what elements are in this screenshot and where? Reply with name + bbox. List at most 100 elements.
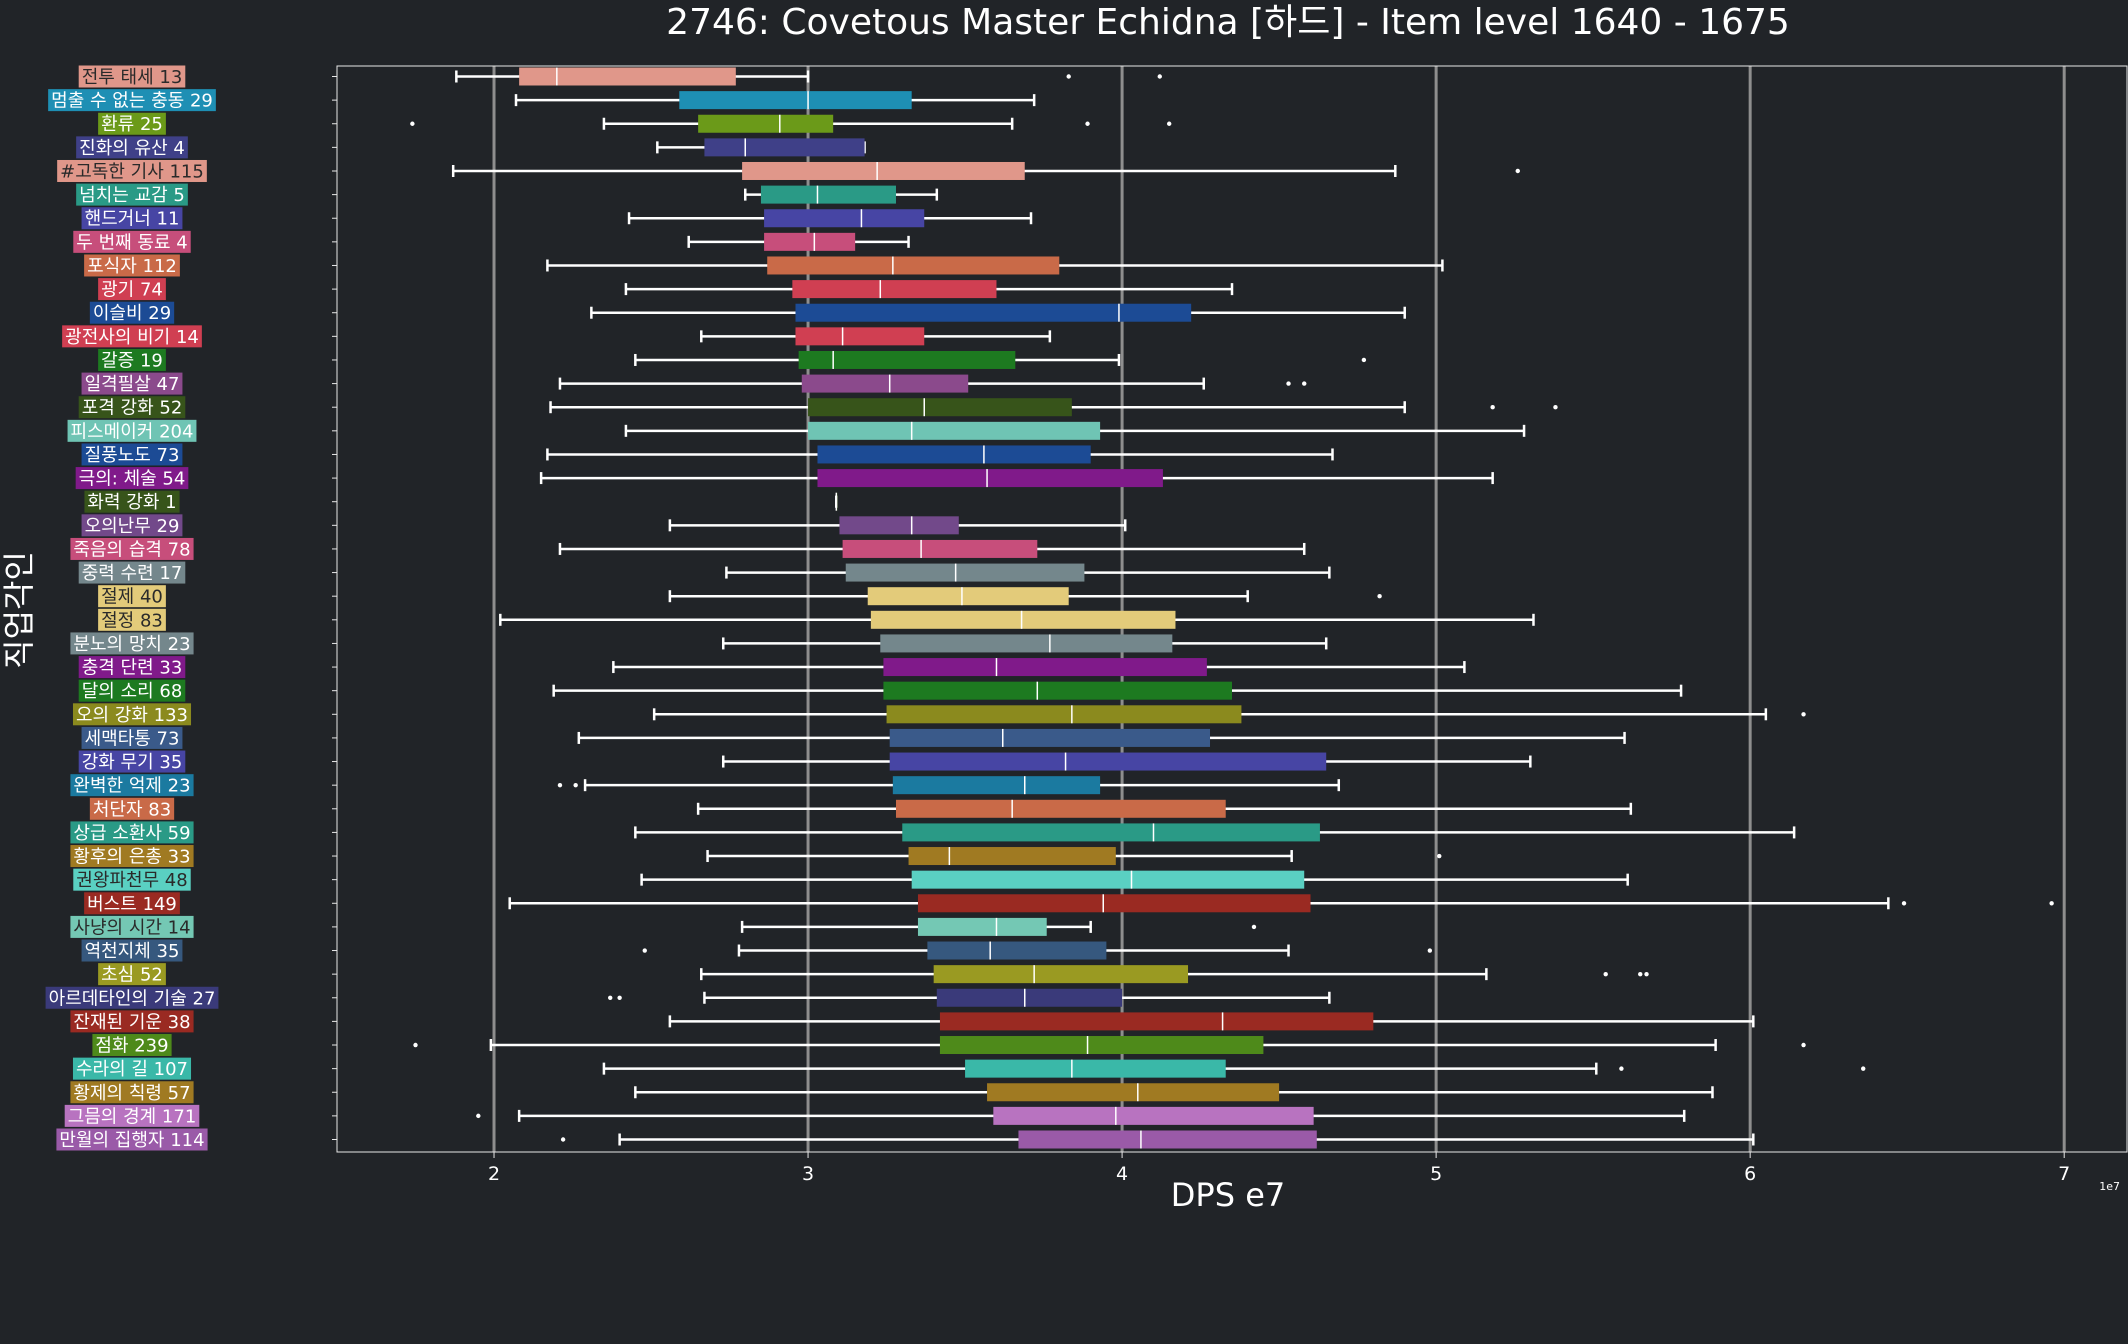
outlier-point [1085, 121, 1090, 126]
box-series [552, 681, 1683, 700]
box-series [608, 988, 1331, 1007]
iqr-box [845, 563, 1085, 582]
category-label: 강화 무기 35 [78, 750, 186, 773]
category-label: 오의난무 29 [81, 514, 183, 537]
iqr-box [764, 232, 856, 251]
category-label-bg [81, 372, 183, 395]
iqr-box [939, 1012, 1374, 1031]
outlier-point [1302, 381, 1307, 386]
category-label: 역천지체 35 [81, 939, 183, 962]
category-label: 포식자 112 [84, 254, 180, 277]
category-label-bg [70, 1081, 194, 1104]
box-series [455, 67, 1162, 86]
iqr-box [764, 209, 925, 228]
iqr-box [817, 445, 1091, 464]
category-label: 피스메이커 204 [67, 419, 197, 442]
category-label: 달의 소리 68 [78, 679, 186, 702]
iqr-box [817, 469, 1163, 488]
category-label-bg [84, 254, 180, 277]
outlier-point [1515, 168, 1520, 174]
outlier-point [573, 782, 578, 788]
category-label: 처단자 83 [89, 797, 175, 820]
outlier-point [410, 121, 415, 126]
category-label-bg [81, 207, 183, 230]
category-label: 광전사의 비기 14 [62, 325, 202, 348]
iqr-box [939, 1036, 1264, 1055]
category-label-bg [72, 703, 192, 726]
category-label: 극의: 체술 54 [75, 467, 189, 490]
iqr-box [886, 705, 1242, 724]
outlier-point [642, 948, 647, 953]
outlier-point [2049, 901, 2054, 906]
iqr-box [839, 516, 959, 535]
iqr-box [965, 1059, 1226, 1078]
category-label-text: 갈증 19 [101, 350, 163, 371]
y-tick-marks [332, 76, 337, 1140]
x-tick-label: 7 [2058, 1163, 2070, 1185]
iqr-box [760, 185, 896, 204]
category-label: 수라의 길 107 [72, 1057, 192, 1080]
category-label: 포격 강화 52 [78, 396, 186, 419]
category-label-text: 아르데타인의 기술 27 [49, 988, 216, 1009]
gridlines [492, 66, 2066, 1152]
outlier-point [1901, 901, 1907, 906]
category-label-bg [81, 939, 183, 962]
outlier-point [1437, 853, 1442, 859]
category-label: 절정 83 [98, 608, 166, 631]
category-label-text: 멈출 수 없는 충동 29 [51, 91, 213, 112]
outlier-point [1638, 971, 1643, 977]
category-label-bg [92, 1034, 172, 1057]
iqr-box [908, 847, 1116, 866]
category-label-bg [84, 892, 180, 915]
chart-title: 2746: Covetous Master Echidna [하드] - Ite… [666, 2, 1790, 43]
category-label-text: 피스메이커 204 [71, 421, 194, 442]
category-label: 점화 239 [92, 1034, 172, 1057]
iqr-box [867, 587, 1069, 606]
box-series [546, 445, 1334, 464]
outlier-point [1361, 357, 1367, 363]
box-series [706, 847, 1442, 866]
outlier-point [413, 1042, 418, 1048]
x-offset-text: 1e7 [2099, 1180, 2120, 1193]
category-label-bg [70, 774, 194, 797]
y-axis-title: 직업각인 [0, 551, 38, 669]
category-label-bg [56, 1128, 208, 1151]
x-tick-label: 4 [1116, 1163, 1128, 1185]
iqr-box [870, 610, 1176, 629]
box-series [700, 965, 1649, 984]
box-series [546, 256, 1444, 275]
outlier-point [1553, 405, 1558, 410]
category-label-bg [70, 537, 194, 560]
category-label: 환류 25 [98, 112, 166, 135]
iqr-box [917, 894, 1311, 913]
category-label-bg [75, 467, 189, 490]
box-series [696, 799, 1633, 818]
outlier-point [1251, 924, 1257, 930]
outlier-point [1644, 971, 1649, 977]
category-label-bg [98, 963, 166, 986]
outlier-point [1066, 74, 1071, 79]
box-series [499, 610, 1535, 629]
category-label: 두 번째 동료 4 [73, 230, 191, 253]
iqr-box [704, 138, 865, 157]
box-series [508, 894, 2054, 913]
x-tick-label: 3 [802, 1163, 814, 1185]
plot-frame [336, 65, 2128, 1153]
category-label-text: 오의난무 29 [85, 516, 180, 537]
category-label: 만월의 집행자 114 [56, 1128, 208, 1151]
category-label: 화력 강화 1 [84, 490, 180, 513]
box-series [549, 398, 1558, 417]
category-label-text: 포식자 112 [87, 256, 177, 277]
box-series [577, 728, 1626, 747]
category-label-text: 황제의 칙령 57 [73, 1083, 190, 1104]
iqr-box [767, 256, 1060, 275]
box-series [687, 232, 910, 251]
iqr-box [895, 799, 1226, 818]
box-series [627, 209, 1033, 228]
box-series [652, 705, 1806, 724]
category-label: 충격 단련 33 [78, 656, 186, 679]
iqr-box [808, 398, 1072, 417]
box-series [722, 752, 1532, 771]
iqr-box [798, 350, 1016, 369]
